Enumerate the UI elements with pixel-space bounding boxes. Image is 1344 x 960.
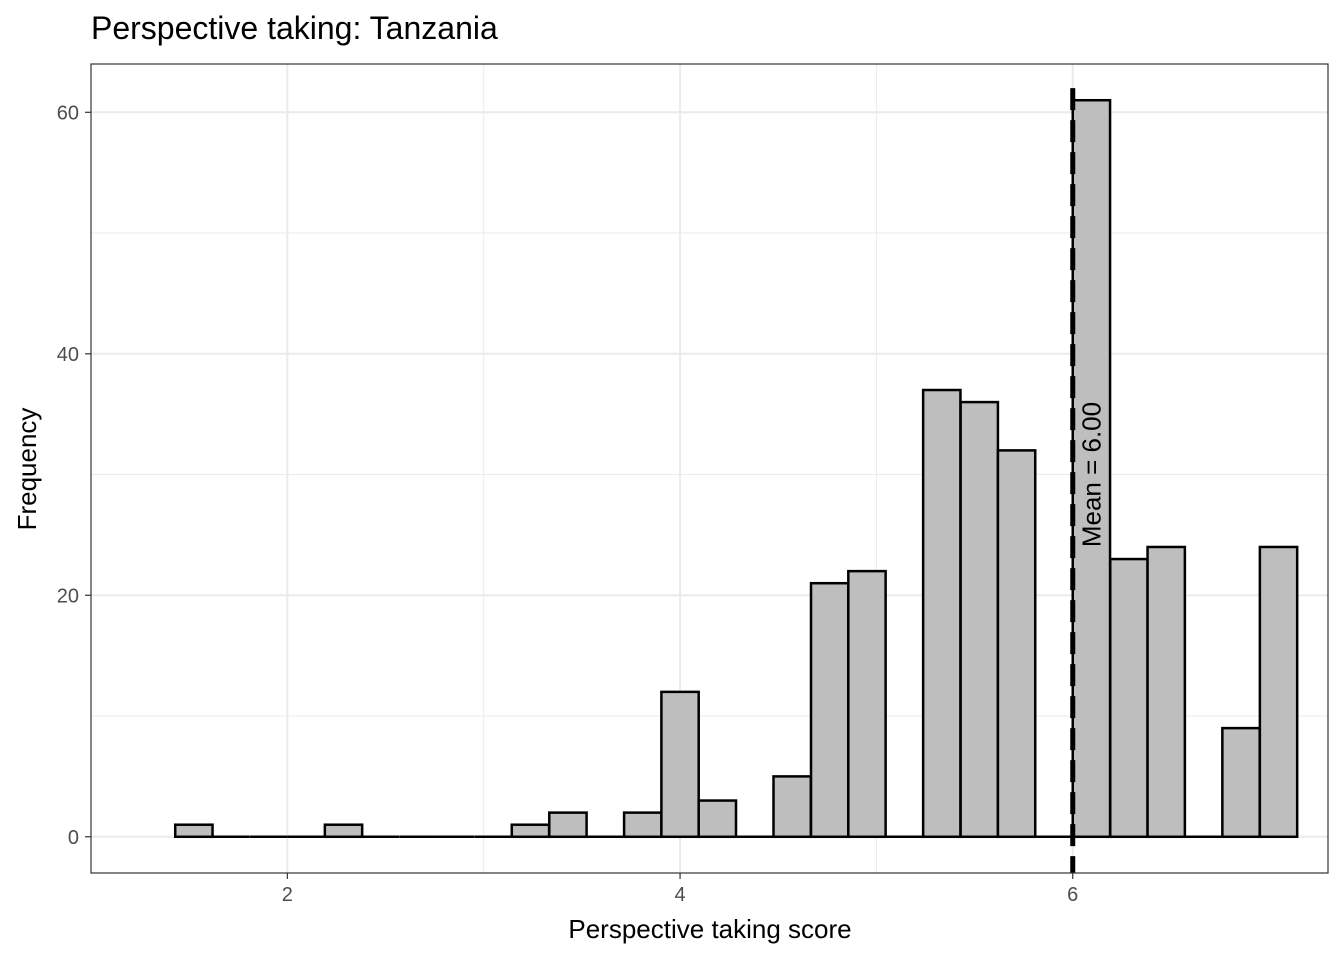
histogram-bar (1221, 726, 1261, 839)
x-tick-label: 4 (674, 884, 685, 906)
mean-label: Mean = 6.00 (1077, 402, 1107, 547)
histogram-bar (921, 388, 962, 839)
histogram-bar (847, 569, 887, 839)
y-tick-label: 0 (68, 827, 79, 849)
y-tick-label: 40 (57, 344, 79, 366)
mean-annotation: Mean = 6.00 (1070, 88, 1107, 873)
histogram-bar (1146, 545, 1187, 839)
y-tick-label: 20 (57, 585, 79, 607)
histogram-bar (510, 823, 551, 839)
histogram-bar (809, 581, 850, 839)
x-tick-label: 6 (1067, 884, 1078, 906)
histogram-bar (660, 690, 700, 839)
histogram-bar (996, 449, 1037, 839)
histogram-bars (173, 98, 1299, 839)
histogram-bar (622, 811, 663, 839)
histogram-bar (548, 811, 588, 839)
histogram-bar (772, 775, 813, 839)
chart-title: Perspective taking: Tanzania (91, 10, 498, 46)
histogram-bar (323, 823, 364, 839)
histogram-bar (1071, 98, 1112, 839)
panel-border (90, 63, 1329, 874)
x-axis-title: Perspective taking score (568, 914, 851, 944)
y-axis-title: Frequency (12, 408, 42, 531)
y-tick-label: 60 (57, 102, 79, 124)
histogram-bar (1258, 545, 1299, 839)
x-tick-label: 2 (282, 884, 293, 906)
histogram-bar (1108, 557, 1149, 839)
histogram-bar (173, 823, 214, 839)
histogram-bar (959, 400, 1000, 839)
histogram-bar (697, 799, 738, 839)
